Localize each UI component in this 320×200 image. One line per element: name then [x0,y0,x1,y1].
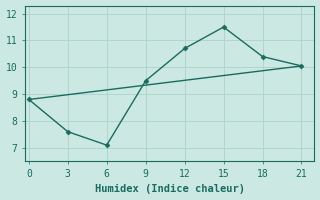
X-axis label: Humidex (Indice chaleur): Humidex (Indice chaleur) [95,184,245,194]
